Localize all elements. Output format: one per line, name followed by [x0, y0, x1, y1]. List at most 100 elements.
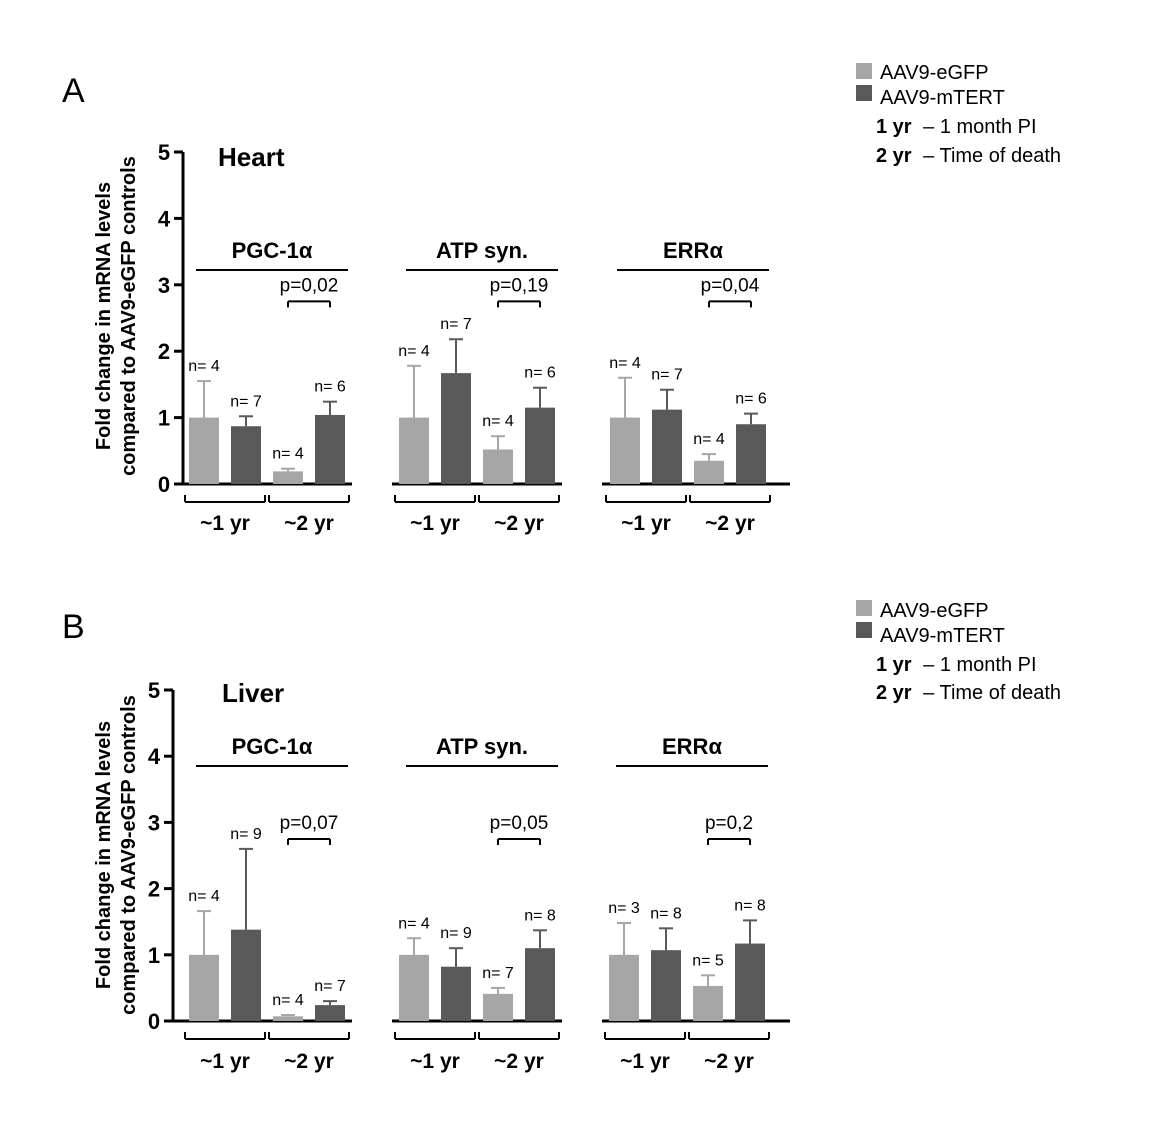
- y-tick-label: 3: [148, 810, 160, 835]
- x-category-label: ~1 yr: [200, 1050, 250, 1073]
- legend-note-text: – Time of death: [923, 145, 1061, 167]
- bar: [399, 954, 429, 1021]
- legend-note: 1 yr – 1 month PI: [876, 654, 1037, 676]
- legend-note-text: – 1 month PI: [923, 654, 1036, 676]
- bar: [651, 950, 681, 1021]
- bar: [609, 954, 639, 1021]
- legend-note-key: 2 yr: [876, 145, 912, 167]
- bar: [693, 985, 723, 1021]
- n-label: n= 3: [608, 900, 640, 917]
- legend-note: 2 yr – Time of death: [876, 682, 1061, 704]
- legend: AAV9-eGFP AAV9-mTERT 1 yr – 1 month PI 2…: [856, 600, 1061, 704]
- n-label: n= 6: [524, 365, 556, 382]
- bar: [736, 424, 766, 484]
- bar: [735, 943, 765, 1021]
- bar: [483, 449, 513, 484]
- x-category-label: ~1 yr: [620, 1050, 670, 1073]
- legend-label-egfp: AAV9-eGFP: [880, 600, 989, 622]
- n-label: n= 7: [440, 316, 472, 333]
- n-label: n= 4: [188, 358, 220, 375]
- n-label: n= 8: [734, 897, 766, 914]
- legend-swatch-mtert: [856, 622, 872, 638]
- x-category-label: ~2 yr: [705, 512, 755, 535]
- n-label: n= 7: [230, 393, 262, 410]
- p-value-label: p=0,19: [490, 275, 549, 296]
- y-axis-label: Fold change in mRNA levels: [93, 182, 115, 450]
- y-axis-label: compared to AAV9-eGFP controls: [118, 156, 140, 476]
- legend-note-text: – 1 month PI: [923, 116, 1036, 138]
- y-tick-label: 1: [148, 943, 160, 968]
- group-label: ATP syn.: [436, 734, 528, 759]
- n-label: n= 7: [314, 978, 346, 995]
- legend-note: 2 yr – Time of death: [876, 145, 1061, 167]
- x-category-label: ~1 yr: [621, 512, 671, 535]
- panel-letter: B: [62, 608, 85, 646]
- x-category-label: ~2 yr: [704, 1050, 754, 1073]
- chart-title: Liver: [222, 678, 284, 708]
- legend-swatch-mtert: [856, 85, 872, 101]
- bar: [315, 414, 345, 484]
- y-tick-label: 4: [148, 744, 161, 769]
- y-tick-label: 3: [158, 273, 170, 298]
- bar: [525, 407, 555, 484]
- x-category-label: ~2 yr: [494, 512, 544, 535]
- p-value-label: p=0,2: [705, 813, 753, 834]
- legend-swatch-egfp: [856, 600, 872, 616]
- legend-label-mtert: AAV9-mTERT: [880, 87, 1005, 109]
- legend-label-egfp: AAV9-eGFP: [880, 62, 989, 84]
- bar: [441, 966, 471, 1021]
- n-label: n= 5: [692, 952, 724, 969]
- group-label: ATP syn.: [436, 238, 528, 263]
- bar: [483, 993, 513, 1021]
- n-label: n= 4: [693, 431, 725, 448]
- y-axis-label: compared to AAV9-eGFP controls: [118, 695, 140, 1015]
- bar: [273, 1016, 303, 1021]
- y-axis-label: Fold change in mRNA levels: [93, 721, 115, 989]
- x-category-label: ~1 yr: [410, 512, 460, 535]
- panel-heart: A Heart Fold change in mRNA levels compa…: [62, 72, 790, 535]
- n-label: n= 6: [735, 391, 767, 408]
- x-category-label: ~1 yr: [410, 1050, 460, 1073]
- y-tick-label: 0: [158, 472, 170, 497]
- y-tick-label: 4: [158, 206, 171, 231]
- group-label: ERRα: [662, 734, 722, 759]
- chart-title: Heart: [218, 142, 285, 172]
- x-category-label: ~2 yr: [284, 1050, 334, 1073]
- legend-note-key: 1 yr: [876, 116, 912, 138]
- panel-liver: B Liver Fold change in mRNA levels compa…: [62, 608, 790, 1073]
- panel-letter: A: [62, 72, 85, 110]
- n-label: n= 7: [651, 367, 683, 384]
- p-value-label: p=0,02: [280, 275, 339, 296]
- legend-note-key: 2 yr: [876, 682, 912, 704]
- bar: [399, 417, 429, 484]
- y-axis: 0 1 2 3 4 5: [158, 140, 185, 497]
- bar: [610, 417, 640, 484]
- bar: [231, 929, 261, 1021]
- bar: [189, 954, 219, 1021]
- n-label: n= 9: [230, 826, 262, 843]
- x-category-label: ~2 yr: [284, 512, 334, 535]
- n-label: n= 7: [482, 965, 514, 982]
- group-label: PGC-1α: [232, 734, 313, 759]
- bar: [525, 948, 555, 1021]
- bar: [189, 417, 219, 484]
- legend-note: 1 yr – 1 month PI: [876, 116, 1037, 138]
- n-label: n= 8: [524, 907, 556, 924]
- y-tick-label: 1: [158, 406, 170, 431]
- plot-area: PGC-1α n= 4 n= 7 ~1 yr n= 4 n= 6 ~2 yr p=0,02 AT…: [183, 238, 790, 535]
- bar: [441, 373, 471, 484]
- x-category-label: ~2 yr: [494, 1050, 544, 1073]
- legend-label-mtert: AAV9-mTERT: [880, 625, 1005, 647]
- x-category-label: ~1 yr: [200, 512, 250, 535]
- n-label: n= 4: [272, 446, 304, 463]
- n-label: n= 4: [398, 915, 430, 932]
- n-label: n= 4: [398, 343, 430, 360]
- bar: [231, 426, 261, 484]
- y-tick-label: 2: [158, 339, 170, 364]
- p-value-label: p=0,05: [490, 813, 549, 834]
- p-value-label: p=0,04: [701, 275, 760, 296]
- group-label: PGC-1α: [232, 238, 313, 263]
- y-tick-label: 5: [158, 140, 170, 165]
- n-label: n= 6: [314, 379, 346, 396]
